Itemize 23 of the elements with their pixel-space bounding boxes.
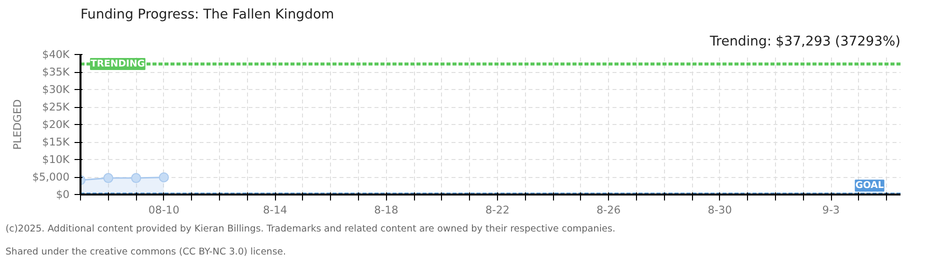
text: (c)2025. Additional content provided by Kieran Billings. Trademarks and related content are owned by their respective companies. [6,224,616,234]
y-tick-label: $40K [42,48,71,61]
x-tick-label: 8-22 [485,204,510,216]
y-tick-label: $35K [42,66,71,78]
chart-subtitle: Trending: $37,293 (37293%) [708,34,901,50]
x-tick-label: 8-26 [596,204,621,216]
y-tick-label: $30K [42,83,71,96]
y-axis-title: PLEDGED [11,99,24,150]
ref-line-label: GOAL [855,180,884,192]
y-tick-label: $10K [42,153,71,166]
x-tick-label: 8-18 [374,204,399,216]
y-tick-label: $15K [42,136,71,148]
y-tick-label: $0 [56,188,70,201]
ref-line-label: TRENDING [90,58,145,70]
x-tick-label: 9-3 [822,204,840,216]
text: Shared under the creative commons (CC BY-NC 3.0) license. [6,246,286,258]
x-tick-label: 8-14 [262,204,288,216]
x-tick-label: 8-30 [708,204,732,216]
y-tick-label: $20K [42,118,71,131]
x-tick-label: 08-10 [148,204,180,216]
y-tick-label: $5,000 [32,170,70,184]
chart-title: Funding Progress: The Fallen Kingdom [80,8,334,22]
y-tick-label: $25K [42,100,71,114]
